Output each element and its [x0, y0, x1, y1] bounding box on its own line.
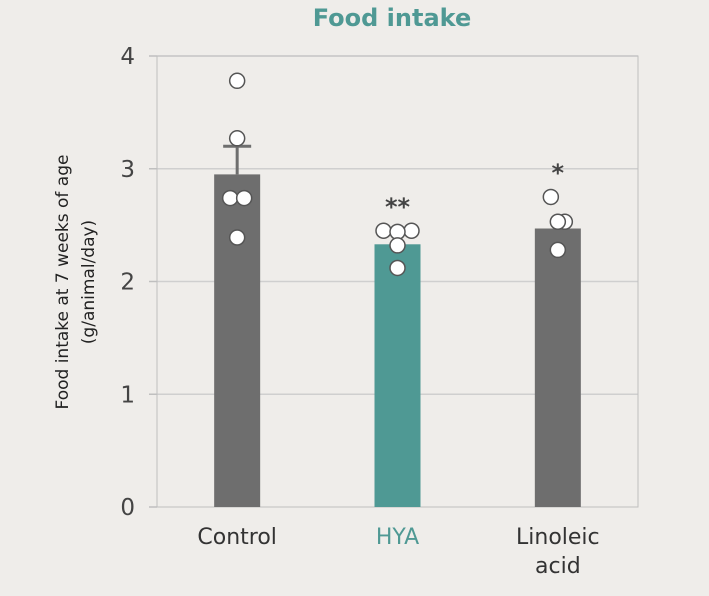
y-tick-label: 3 — [120, 157, 135, 183]
y-tick-label: 2 — [120, 270, 135, 296]
data-point — [228, 229, 246, 246]
significance-marker: * — [552, 159, 565, 187]
y-axis-ticks: 0 1 2 3 4 — [120, 44, 157, 521]
x-tick-label: acid — [535, 554, 581, 579]
bar-control — [214, 174, 261, 507]
x-axis-ticks: Control HYA Linoleic acid — [197, 525, 599, 579]
chart-title: Food intake — [313, 4, 472, 32]
y-tick-label: 0 — [120, 495, 135, 521]
data-point — [228, 72, 246, 90]
bars: *** — [214, 144, 581, 508]
data-point — [389, 237, 406, 254]
data-point — [389, 259, 406, 277]
data-point — [389, 223, 406, 241]
x-tick-label: HYA — [376, 525, 419, 550]
data-point — [221, 189, 239, 207]
x-tick-label: Control — [197, 525, 277, 550]
bar-linoleic-acid — [534, 228, 581, 507]
data-point — [375, 222, 392, 240]
data-point — [549, 213, 567, 230]
data-point — [549, 241, 567, 259]
y-tick-label: 1 — [120, 382, 135, 408]
data-point — [403, 222, 420, 240]
y-axis-label-line1: Food intake at 7 weeks of age — [53, 155, 73, 410]
significance-marker: ** — [385, 193, 411, 221]
y-axis-label: Food intake at 7 weeks of age (g/animal/… — [53, 155, 99, 410]
data-point — [228, 130, 246, 147]
y-tick-label: 4 — [120, 44, 135, 70]
bar-hya — [374, 244, 421, 508]
data-point — [235, 189, 253, 207]
x-tick-label: Linoleic — [516, 525, 600, 550]
data-points — [221, 72, 574, 277]
data-point — [542, 188, 560, 206]
y-axis-label-line2: (g/animal/day) — [79, 220, 99, 344]
